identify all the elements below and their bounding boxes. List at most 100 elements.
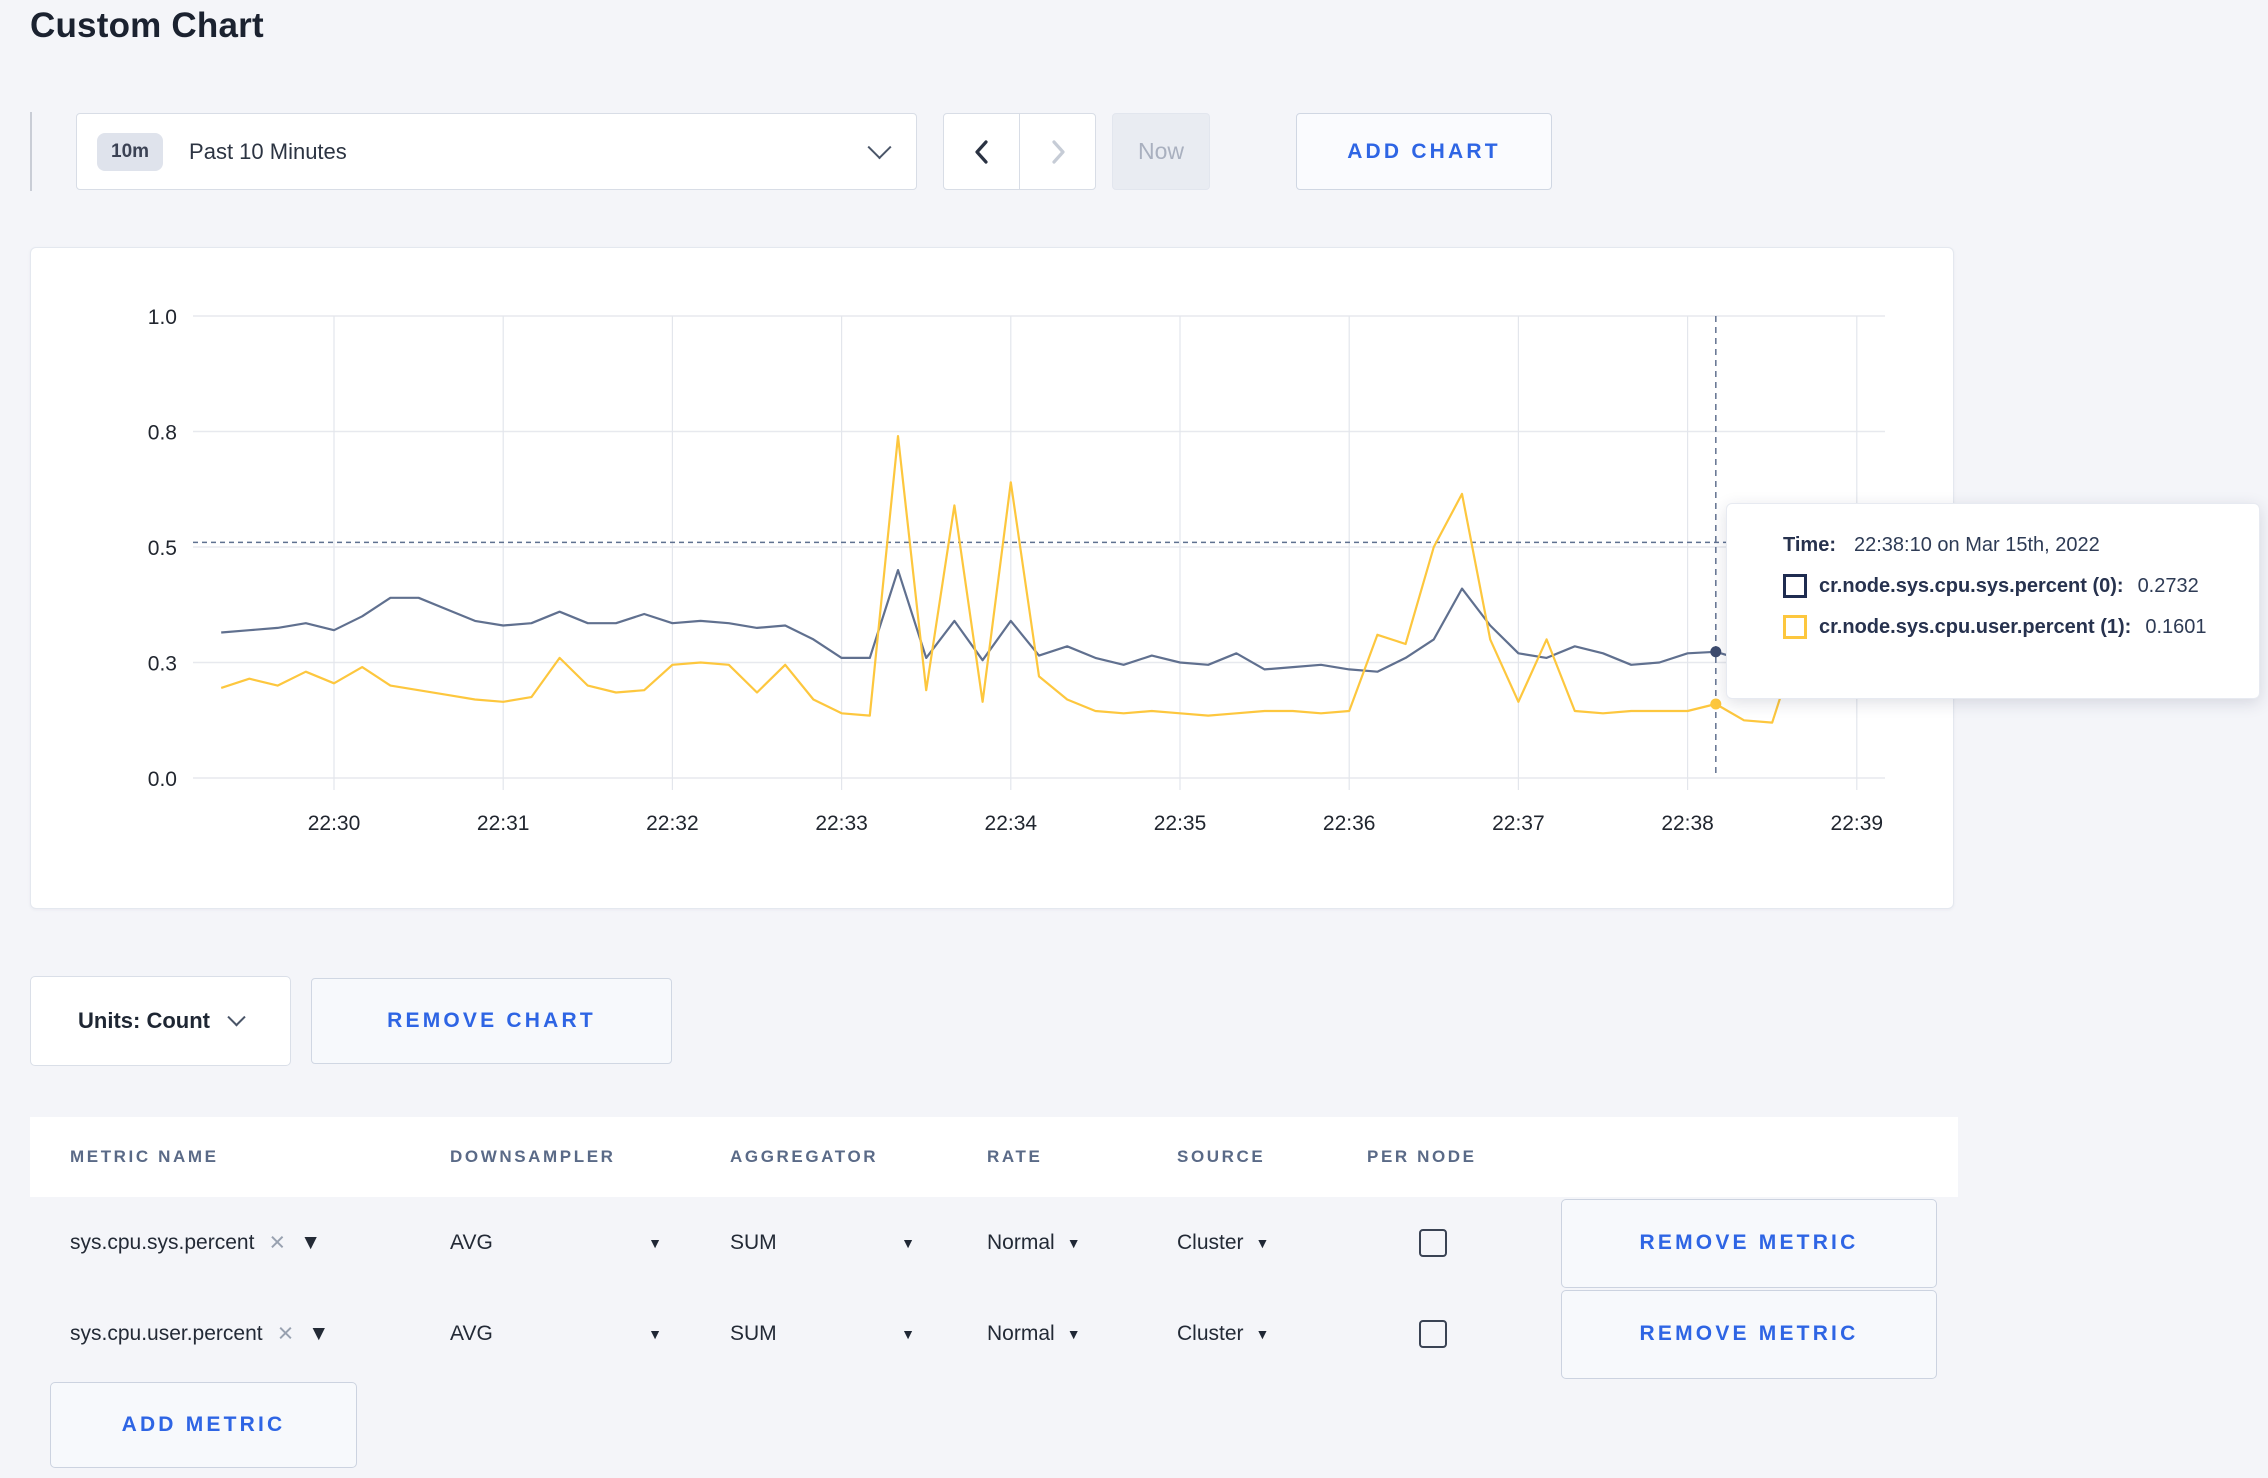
units-label: Units: Count bbox=[78, 1008, 210, 1033]
rate-dropdown-value: Normal bbox=[987, 1321, 1055, 1345]
aggregator-dropdown-value: SUM bbox=[730, 1230, 777, 1254]
col-header-source: SOURCE bbox=[1177, 1147, 1266, 1166]
dropdown-caret-icon: ▼ bbox=[648, 1325, 662, 1342]
tooltip-time-value: 22:38:10 on Mar 15th, 2022 bbox=[1853, 534, 2100, 556]
source-dropdown[interactable]: Cluster ▼ bbox=[1177, 1231, 1367, 1255]
remove-metric-button[interactable]: REMOVE METRIC bbox=[1561, 1289, 1937, 1379]
col-header-downsampler: DOWNSAMPLER bbox=[450, 1147, 616, 1166]
x-tick-label: 22:37 bbox=[1492, 812, 1545, 835]
dropdown-caret-icon: ▼ bbox=[1255, 1234, 1270, 1251]
metric-row: sys.cpu.sys.percent × ▼ AVG ▼ SUM ▼ Normal ▼ Clus… bbox=[30, 1197, 1958, 1288]
tooltip-series-label: cr.node.sys.cpu.user.percent (1): bbox=[1819, 615, 2132, 638]
now-button[interactable]: Now bbox=[1112, 113, 1210, 190]
chevron-down-icon bbox=[227, 1007, 246, 1026]
dropdown-caret-icon: ▼ bbox=[1066, 1234, 1081, 1251]
remove-metric-button[interactable]: REMOVE METRIC bbox=[1561, 1198, 1937, 1288]
per-node-checkbox[interactable] bbox=[1419, 1319, 1447, 1348]
add-metric-button[interactable]: ADD METRIC bbox=[50, 1382, 357, 1468]
x-tick-label: 22:38 bbox=[1661, 812, 1714, 835]
x-tick-label: 22:31 bbox=[477, 812, 530, 835]
units-dropdown[interactable]: Units: Count bbox=[30, 976, 291, 1066]
metrics-table-header: METRIC NAME DOWNSAMPLER AGGREGATOR RATE … bbox=[30, 1117, 1958, 1197]
col-header-rate: RATE bbox=[987, 1147, 1043, 1166]
x-tick-label: 22:39 bbox=[1831, 812, 1884, 835]
time-scale-label: Past 10 Minutes bbox=[189, 138, 347, 164]
col-header-aggregator: AGGREGATOR bbox=[730, 1147, 879, 1166]
tooltip-series-label: cr.node.sys.cpu.sys.percent (0): bbox=[1819, 574, 2124, 597]
timeseries-chart[interactable]: 0.0 0.3 0.5 0.8 1.0 22:30 22:31 22:32 22:33 22:34… bbox=[31, 248, 1953, 908]
add-metric-label: ADD METRIC bbox=[121, 1413, 286, 1436]
metric-name-dropdown[interactable]: sys.cpu.user.percent × ▼ bbox=[70, 1320, 450, 1347]
rate-dropdown-value: Normal bbox=[987, 1230, 1055, 1254]
series-line-sys bbox=[221, 569, 1886, 673]
remove-chart-label: REMOVE CHART bbox=[387, 1009, 596, 1032]
rate-dropdown[interactable]: Normal ▼ bbox=[987, 1231, 1177, 1255]
metric-row: sys.cpu.user.percent × ▼ AVG ▼ SUM ▼ Normal ▼ Clu… bbox=[30, 1288, 1958, 1379]
chart-card: 0.0 0.3 0.5 0.8 1.0 22:30 22:31 22:32 22:33 22:34… bbox=[30, 247, 1954, 909]
dropdown-caret-icon: ▼ bbox=[300, 1230, 321, 1254]
x-tick-label: 22:35 bbox=[1154, 812, 1207, 835]
remove-metric-label: REMOVE METRIC bbox=[1639, 1231, 1859, 1254]
tooltip-time-label: Time: bbox=[1783, 534, 1836, 556]
remove-x-icon[interactable]: × bbox=[277, 1318, 294, 1348]
tooltip-series-row: cr.node.sys.cpu.sys.percent (0): 0.2732 bbox=[1783, 574, 2259, 598]
y-tick-label: 0.0 bbox=[148, 768, 177, 791]
source-dropdown-value: Cluster bbox=[1177, 1230, 1244, 1254]
next-time-window-button[interactable] bbox=[1019, 113, 1096, 190]
now-button-label: Now bbox=[1137, 138, 1184, 164]
tooltip-series-value: 0.2732 bbox=[2137, 574, 2199, 597]
dropdown-caret-icon: ▼ bbox=[1066, 1325, 1081, 1342]
x-tick-label: 22:34 bbox=[985, 812, 1038, 835]
source-dropdown[interactable]: Cluster ▼ bbox=[1177, 1322, 1367, 1346]
add-chart-button[interactable]: ADD CHART bbox=[1296, 113, 1552, 190]
downsampler-dropdown-value: AVG bbox=[450, 1321, 493, 1345]
y-tick-label: 0.5 bbox=[148, 537, 177, 560]
dropdown-caret-icon: ▼ bbox=[648, 1234, 662, 1251]
source-dropdown-value: Cluster bbox=[1177, 1321, 1244, 1345]
col-header-per-node: PER NODE bbox=[1367, 1147, 1477, 1166]
series-sys-swatch-icon bbox=[1783, 574, 1807, 598]
metric-name-value: sys.cpu.sys.percent bbox=[70, 1230, 255, 1254]
remove-metric-label: REMOVE METRIC bbox=[1639, 1322, 1859, 1345]
downsampler-dropdown[interactable]: AVG ▼ bbox=[450, 1322, 662, 1346]
series-user-swatch-icon bbox=[1783, 615, 1807, 639]
dropdown-caret-icon: ▼ bbox=[901, 1325, 915, 1342]
x-tick-label: 22:32 bbox=[646, 812, 699, 835]
metrics-table-body: sys.cpu.sys.percent × ▼ AVG ▼ SUM ▼ Normal ▼ Clus… bbox=[30, 1197, 1958, 1379]
dropdown-caret-icon: ▼ bbox=[1255, 1325, 1270, 1342]
tooltip-series-row: cr.node.sys.cpu.user.percent (1): 0.1601 bbox=[1783, 615, 2259, 639]
series-line-user bbox=[220, 435, 1886, 724]
aggregator-dropdown[interactable]: SUM ▼ bbox=[730, 1231, 915, 1255]
downsampler-dropdown-value: AVG bbox=[450, 1230, 493, 1254]
chevron-down-icon bbox=[867, 135, 892, 160]
y-tick-label: 0.8 bbox=[148, 422, 177, 445]
time-range-dropdown[interactable]: 10m Past 10 Minutes bbox=[76, 113, 917, 190]
chart-tooltip: Time: 22:38:10 on Mar 15th, 2022 cr.node… bbox=[1726, 503, 2260, 699]
hover-point-sys bbox=[1710, 646, 1722, 658]
toolbar-divider bbox=[30, 112, 32, 191]
downsampler-dropdown[interactable]: AVG ▼ bbox=[450, 1231, 662, 1255]
remove-chart-button[interactable]: REMOVE CHART bbox=[311, 978, 672, 1064]
x-tick-label: 22:33 bbox=[815, 812, 868, 835]
dropdown-caret-icon: ▼ bbox=[308, 1321, 330, 1345]
tooltip-series-value: 0.1601 bbox=[2145, 615, 2207, 638]
per-node-checkbox[interactable] bbox=[1419, 1228, 1447, 1257]
aggregator-dropdown-value: SUM bbox=[730, 1321, 777, 1345]
metric-name-value: sys.cpu.user.percent bbox=[70, 1321, 263, 1345]
prev-time-window-button[interactable] bbox=[943, 113, 1020, 190]
dropdown-caret-icon: ▼ bbox=[901, 1234, 915, 1251]
rate-dropdown[interactable]: Normal ▼ bbox=[987, 1322, 1177, 1346]
y-tick-label: 0.3 bbox=[148, 653, 177, 676]
col-header-metric-name: METRIC NAME bbox=[70, 1147, 219, 1166]
time-window-pager bbox=[943, 113, 1096, 190]
add-chart-label: ADD CHART bbox=[1347, 139, 1501, 163]
aggregator-dropdown[interactable]: SUM ▼ bbox=[730, 1322, 915, 1346]
tooltip-time-row: Time: 22:38:10 on Mar 15th, 2022 bbox=[1783, 534, 2259, 557]
page-title: Custom Chart bbox=[30, 6, 264, 45]
y-tick-label: 1.0 bbox=[148, 306, 177, 329]
chevron-right-icon bbox=[1051, 139, 1065, 164]
metric-name-dropdown[interactable]: sys.cpu.sys.percent × ▼ bbox=[70, 1229, 450, 1256]
time-scale-badge: 10m bbox=[97, 132, 164, 171]
remove-x-icon[interactable]: × bbox=[269, 1227, 286, 1257]
